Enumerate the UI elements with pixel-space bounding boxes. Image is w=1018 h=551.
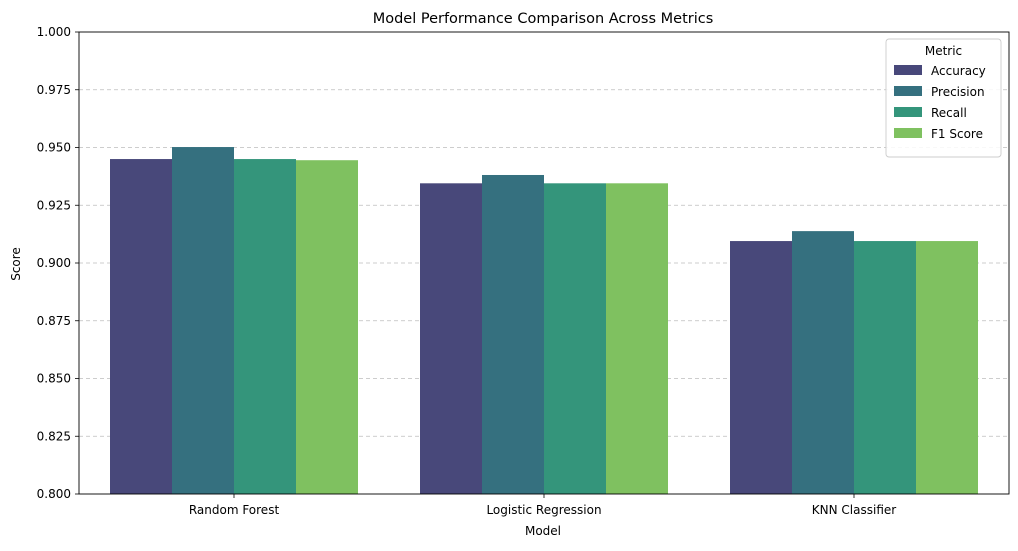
bars [110,147,978,495]
legend-swatch [894,107,922,117]
x-tick-label: Logistic Regression [486,503,601,517]
y-tick-label: 0.825 [37,429,71,443]
legend-title: Metric [925,44,962,58]
bar-recall-logistic-regression [544,183,606,494]
legend-label: Accuracy [931,64,986,78]
y-tick-label: 0.875 [37,314,71,328]
y-tick-label: 0.900 [37,256,71,270]
legend-swatch [894,86,922,96]
y-tick-label: 0.925 [37,198,71,212]
axes: 0.800 0.825 0.850 0.875 0.900 0.925 0.950 0.975… [37,25,1010,517]
legend-label: F1 Score [931,127,983,141]
x-axis-title: Model [525,524,561,538]
bar-accuracy-knn-classifier [730,241,792,494]
bar-accuracy-random-forest [110,159,172,495]
y-tick-label: 1.000 [37,25,71,39]
legend-swatch [894,128,922,138]
bar-f1-score-knn-classifier [916,241,978,494]
y-axis-title: Score [9,247,23,281]
bar-precision-logistic-regression [482,174,544,494]
plot-frame [78,31,1010,495]
legend-label: Recall [931,106,967,120]
bar-accuracy-logistic-regression [420,183,482,494]
bar-precision-random-forest [172,147,234,494]
x-tick-label: KNN Classifier [812,503,896,517]
legend-label: Precision [931,85,985,99]
bar-precision-knn-classifier [792,231,854,494]
bar-f1-score-random-forest [296,160,358,494]
y-tick-label: 0.950 [37,141,71,155]
bar-recall-random-forest [234,159,296,495]
bar-f1-score-logistic-regression [606,183,668,494]
y-tick-label: 0.800 [37,487,71,501]
y-tick-label: 0.850 [37,372,71,386]
legend-swatch [894,65,922,75]
x-tick-label: Random Forest [189,503,280,517]
legend: Metric Accuracy Precision Recall F1 Score [885,38,1002,158]
y-tick-label: 0.975 [37,83,71,97]
bar-recall-knn-classifier [854,241,916,494]
chart-title: Model Performance Comparison Across Metr… [373,11,714,27]
